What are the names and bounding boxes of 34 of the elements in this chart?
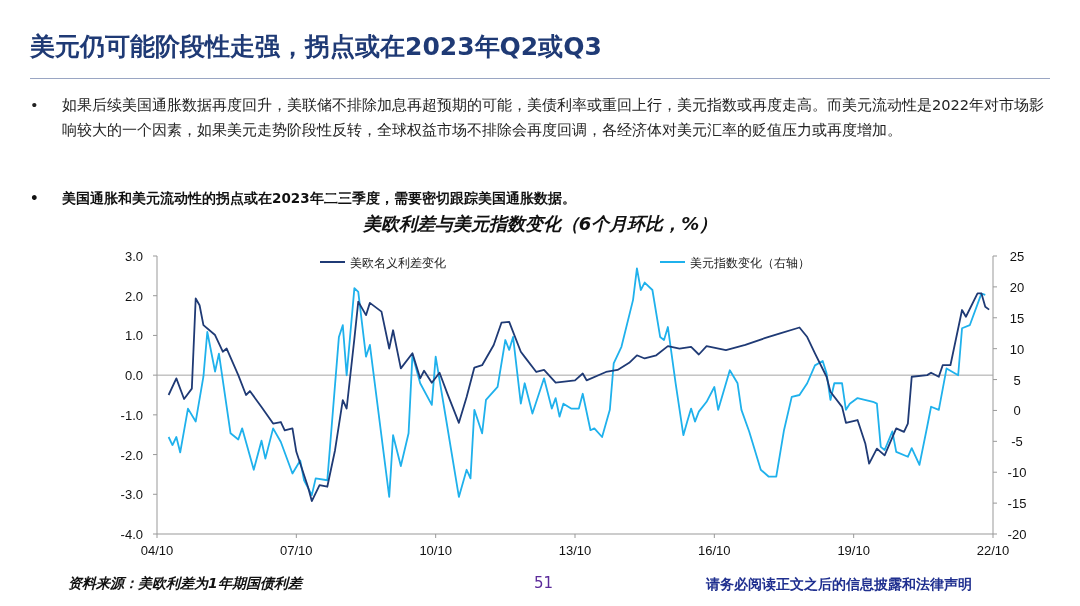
y-tick-label: 3.0 bbox=[124, 249, 143, 264]
y-tick-label: -3.0 bbox=[120, 487, 143, 503]
y-tick-label: 1.0 bbox=[124, 328, 143, 344]
y2-tick-label: -10 bbox=[1007, 465, 1027, 481]
x-tick-label: 13/10 bbox=[558, 543, 592, 558]
text: 51 bbox=[534, 574, 554, 592]
legend-label: 美元指数变化（右轴） bbox=[690, 255, 810, 270]
y2-tick-label: 5 bbox=[1013, 372, 1021, 388]
y2-tick-label: 10 bbox=[1009, 341, 1025, 357]
x-tick-label: 07/10 bbox=[280, 543, 313, 558]
y2-tick-label: -15 bbox=[1007, 496, 1027, 512]
x-tick-label: 19/10 bbox=[837, 543, 870, 558]
y2-tick-label: 25 bbox=[1009, 249, 1025, 264]
text: 请务必阅读正文之后的信息披露和法律声明 bbox=[706, 576, 972, 594]
y2-tick-label: -5 bbox=[1011, 434, 1023, 450]
y-tick-label: -2.0 bbox=[120, 447, 143, 463]
y-tick-label: 2.0 bbox=[124, 288, 143, 304]
y-tick-label: -4.0 bbox=[120, 527, 143, 542]
x-tick-label: 10/10 bbox=[419, 543, 452, 558]
text: 资料来源：美欧利差为1年期国债利差 bbox=[68, 575, 302, 593]
chart-title: 美元仍可能阶段性走强，拐点或在2023年Q2或Q3 bbox=[30, 31, 602, 63]
y2-tick-label: 20 bbox=[1009, 279, 1025, 295]
y-tick-label: -1.0 bbox=[120, 407, 143, 423]
y2-tick-label: 15 bbox=[1009, 310, 1025, 326]
text: • 美国通胀和美元流动性的拐点或在2023年二三季度，需要密切跟踪美国通胀数据。 bbox=[30, 190, 576, 206]
chart-subtitle: 美欧利差与美元指数变化（6个月环比，%） bbox=[361, 212, 719, 236]
x-tick-label: 04/10 bbox=[140, 543, 174, 558]
y2-tick-label: -20 bbox=[1007, 527, 1027, 542]
y2-tick-label: 0 bbox=[1013, 403, 1021, 419]
text: • 如果后续美国通胀数据再度回升，美联储不排除加息再超预期的可能，美债利率或重回上行，美元指数或再度走高。而美元流动性是2022年对市场影响较大的一个因素，如果美元走势阶段性反转，全球权益市场不排除会再度回调，各经济体对美元汇率的贬值压力或再度增加。 bbox=[30, 96, 1045, 138]
legend-label: 美欧名义利差变化 bbox=[350, 255, 446, 270]
y-tick-label: 0.0 bbox=[124, 368, 143, 384]
x-tick-label: 22/10 bbox=[976, 543, 1010, 558]
x-tick-label: 16/10 bbox=[698, 543, 731, 558]
